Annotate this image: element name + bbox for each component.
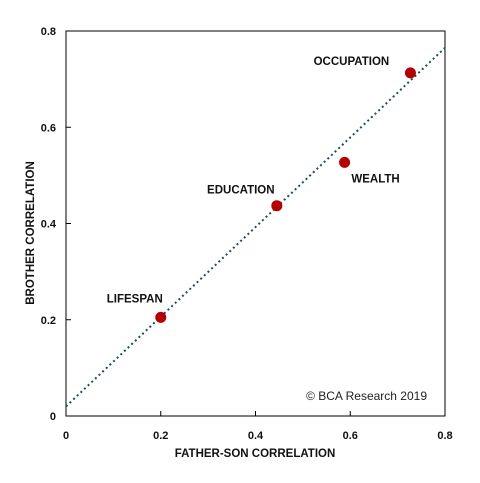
trend-line <box>65 47 446 408</box>
point-label-education: EDUCATION <box>207 185 275 197</box>
y-tick-label: 0 <box>50 411 56 423</box>
y-tick-label: 0.8 <box>41 26 56 38</box>
y-tick-label: 0.4 <box>41 219 57 231</box>
x-tick-label: 0 <box>63 430 69 442</box>
data-point-wealth <box>339 156 351 168</box>
data-point-education <box>271 200 283 212</box>
source-credit: © BCA Research 2019 <box>306 389 427 403</box>
x-tick-label: 0.6 <box>343 430 358 442</box>
plot-frame <box>65 30 446 417</box>
point-label-occupation: OCCUPATION <box>314 56 390 68</box>
x-tick-label: 0.8 <box>437 430 452 442</box>
x-tick-label: 0.4 <box>248 430 264 442</box>
y-axis-title: BROTHER CORRELATION <box>25 161 37 305</box>
x-tick-label: 0.2 <box>153 430 168 442</box>
point-label-wealth: WEALTH <box>351 173 399 185</box>
x-axis-title: FATHER-SON CORRELATION <box>175 448 336 460</box>
data-point-occupation <box>404 67 416 79</box>
point-label-lifespan: LIFESPAN <box>107 293 163 305</box>
data-point-lifespan <box>155 311 167 323</box>
y-tick-label: 0.2 <box>41 315 56 327</box>
y-tick-label: 0.6 <box>41 122 56 134</box>
